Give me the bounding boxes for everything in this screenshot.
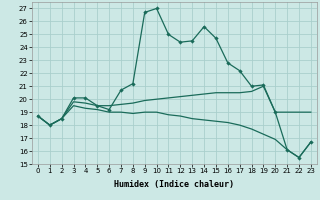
X-axis label: Humidex (Indice chaleur): Humidex (Indice chaleur) (115, 180, 234, 189)
